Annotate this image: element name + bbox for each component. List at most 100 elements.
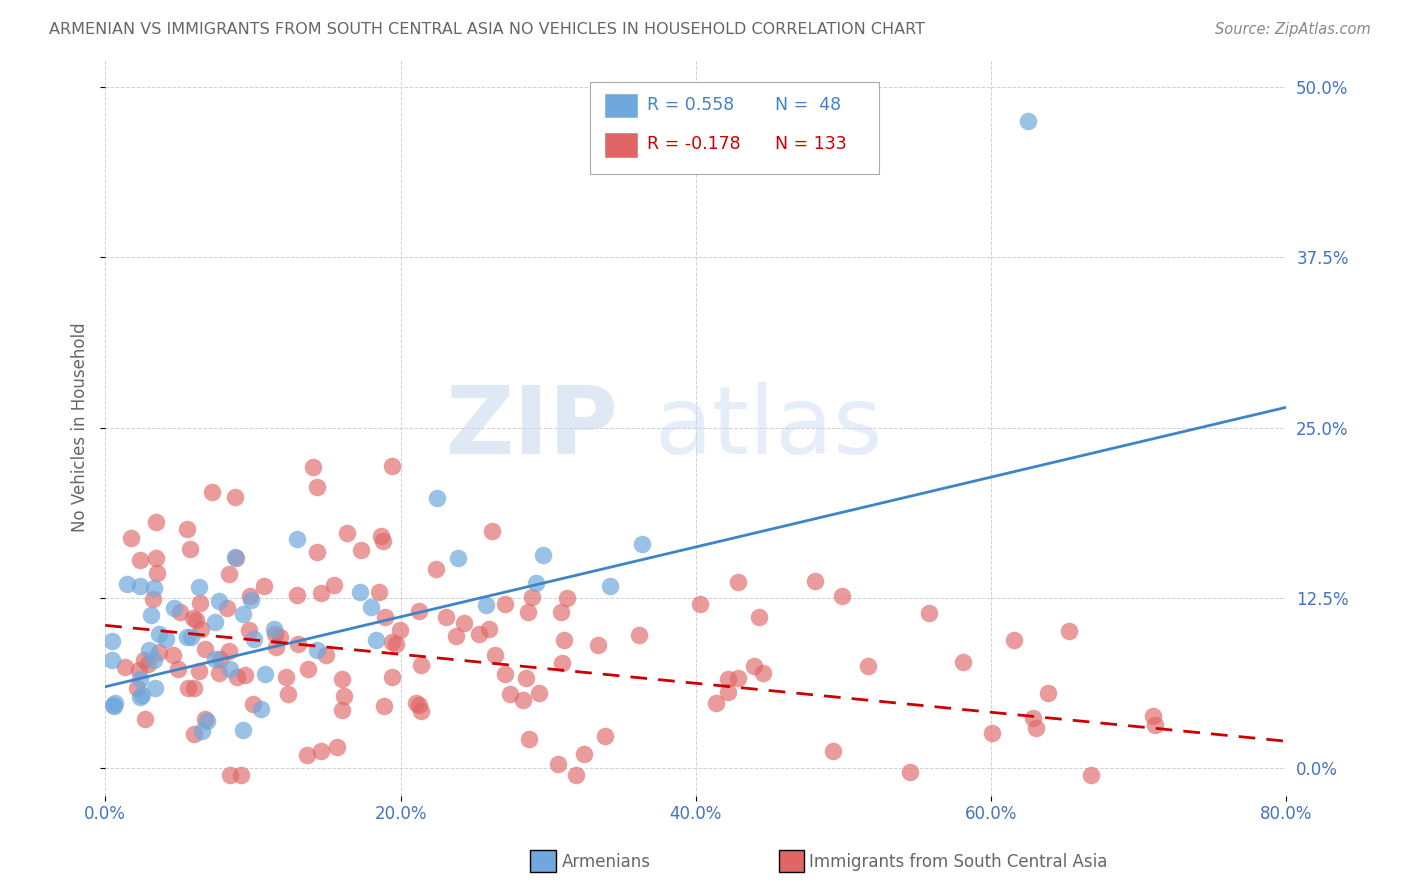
Point bbox=[146, 566, 169, 580]
Point bbox=[408, 604, 430, 618]
Point bbox=[332, 703, 354, 717]
Point bbox=[385, 637, 408, 651]
Point bbox=[858, 659, 880, 673]
Point bbox=[219, 662, 242, 676]
Point bbox=[335, 525, 357, 540]
Point bbox=[129, 690, 152, 704]
Point bbox=[689, 597, 711, 611]
Point bbox=[264, 640, 287, 654]
Point bbox=[630, 537, 652, 551]
Point bbox=[225, 551, 247, 566]
Point bbox=[285, 532, 308, 546]
Point bbox=[243, 632, 266, 647]
Point bbox=[148, 627, 170, 641]
Point bbox=[134, 712, 156, 726]
Point bbox=[381, 670, 404, 684]
Point bbox=[295, 747, 318, 762]
Point bbox=[553, 632, 575, 647]
Text: Immigrants from South Central Asia: Immigrants from South Central Asia bbox=[810, 853, 1108, 871]
Point bbox=[405, 696, 427, 710]
Point bbox=[208, 594, 231, 608]
Point bbox=[114, 660, 136, 674]
Point bbox=[208, 652, 231, 666]
Point bbox=[176, 522, 198, 536]
Point bbox=[1002, 633, 1025, 648]
Point bbox=[253, 579, 276, 593]
Point bbox=[239, 589, 262, 603]
Point bbox=[142, 581, 165, 595]
Point bbox=[287, 637, 309, 651]
Point bbox=[166, 662, 188, 676]
Point bbox=[204, 615, 226, 630]
Point bbox=[322, 578, 344, 592]
Point bbox=[249, 702, 271, 716]
Point bbox=[315, 648, 337, 663]
Point bbox=[586, 638, 609, 652]
Point bbox=[484, 648, 506, 663]
Point bbox=[831, 589, 853, 603]
Point bbox=[224, 549, 246, 564]
Point bbox=[368, 585, 391, 599]
Point bbox=[143, 653, 166, 667]
Point bbox=[595, 730, 617, 744]
Point bbox=[330, 672, 353, 686]
Point bbox=[232, 723, 254, 737]
Point bbox=[1144, 718, 1167, 732]
Point bbox=[381, 635, 404, 649]
Point bbox=[176, 630, 198, 644]
Point bbox=[225, 670, 247, 684]
Point bbox=[727, 574, 749, 589]
Point bbox=[204, 652, 226, 666]
Point bbox=[1057, 624, 1080, 638]
Text: R = -0.178: R = -0.178 bbox=[647, 136, 741, 153]
Point bbox=[224, 490, 246, 504]
Point bbox=[627, 627, 650, 641]
Point bbox=[371, 533, 394, 548]
Point bbox=[145, 550, 167, 565]
Point bbox=[194, 641, 217, 656]
Text: ARMENIAN VS IMMIGRANTS FROM SOUTH CENTRAL ASIA NO VEHICLES IN HOUSEHOLD CORRELAT: ARMENIAN VS IMMIGRANTS FROM SOUTH CENTRA… bbox=[49, 22, 925, 37]
Point bbox=[177, 681, 200, 695]
Point bbox=[381, 459, 404, 474]
Point bbox=[426, 491, 449, 505]
Point bbox=[229, 768, 252, 782]
Point bbox=[104, 696, 127, 710]
Point bbox=[717, 684, 740, 698]
Point bbox=[752, 665, 775, 680]
Point bbox=[516, 605, 538, 619]
Point bbox=[467, 626, 489, 640]
Point bbox=[142, 592, 165, 607]
Point bbox=[190, 596, 212, 610]
Point bbox=[138, 643, 160, 657]
Point bbox=[1142, 709, 1164, 723]
Point bbox=[148, 645, 170, 659]
Point bbox=[551, 657, 574, 671]
Point bbox=[242, 697, 264, 711]
Point bbox=[129, 672, 152, 686]
Point bbox=[1036, 685, 1059, 699]
Point bbox=[1017, 114, 1039, 128]
Point bbox=[517, 732, 540, 747]
Point bbox=[263, 622, 285, 636]
Point bbox=[141, 607, 163, 622]
FancyBboxPatch shape bbox=[605, 133, 638, 158]
Point bbox=[101, 653, 124, 667]
Text: Source: ZipAtlas.com: Source: ZipAtlas.com bbox=[1215, 22, 1371, 37]
Point bbox=[326, 739, 349, 754]
Text: N = 133: N = 133 bbox=[775, 136, 846, 153]
Point bbox=[744, 659, 766, 673]
Point bbox=[169, 605, 191, 619]
Point bbox=[127, 681, 149, 696]
Point bbox=[1025, 722, 1047, 736]
FancyBboxPatch shape bbox=[589, 82, 879, 174]
Point bbox=[411, 704, 433, 718]
Point bbox=[120, 531, 142, 545]
Y-axis label: No Vehicles in Household: No Vehicles in Household bbox=[72, 323, 89, 533]
Point bbox=[129, 579, 152, 593]
Point bbox=[529, 686, 551, 700]
Point bbox=[706, 696, 728, 710]
Point bbox=[515, 671, 537, 685]
Point bbox=[531, 548, 554, 562]
Point bbox=[162, 648, 184, 662]
Point bbox=[155, 632, 177, 647]
